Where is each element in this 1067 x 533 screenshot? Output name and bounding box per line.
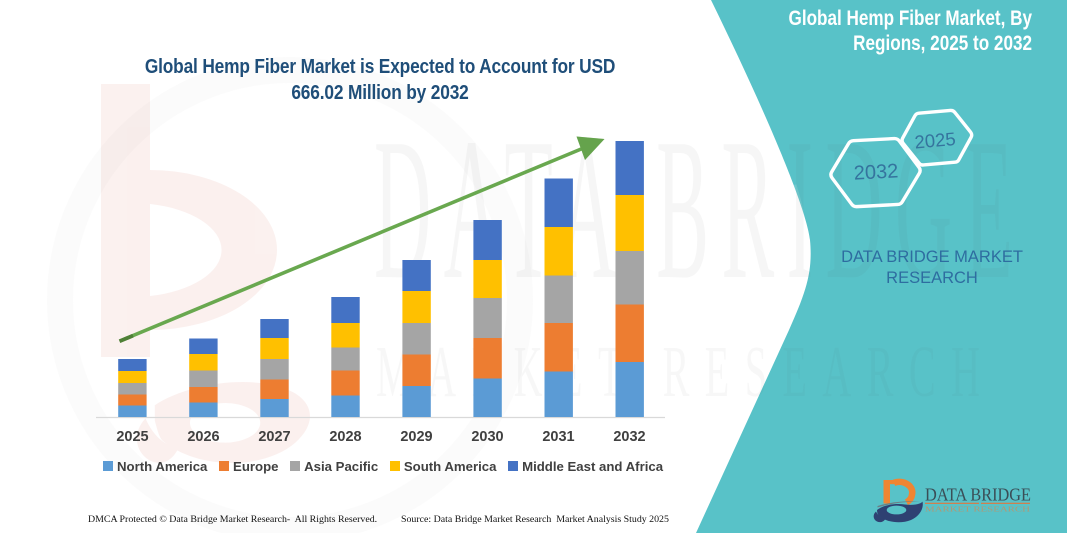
svg-text:MARKET RESEARCH: MARKET RESEARCH (925, 506, 1030, 514)
svg-text:MARKET RESEARCH: MARKET RESEARCH (376, 332, 996, 413)
svg-text:DATA BRIDGE: DATA BRIDGE (925, 485, 1031, 505)
svg-text:2032: 2032 (853, 160, 899, 184)
svg-text:2025: 2025 (914, 128, 957, 153)
